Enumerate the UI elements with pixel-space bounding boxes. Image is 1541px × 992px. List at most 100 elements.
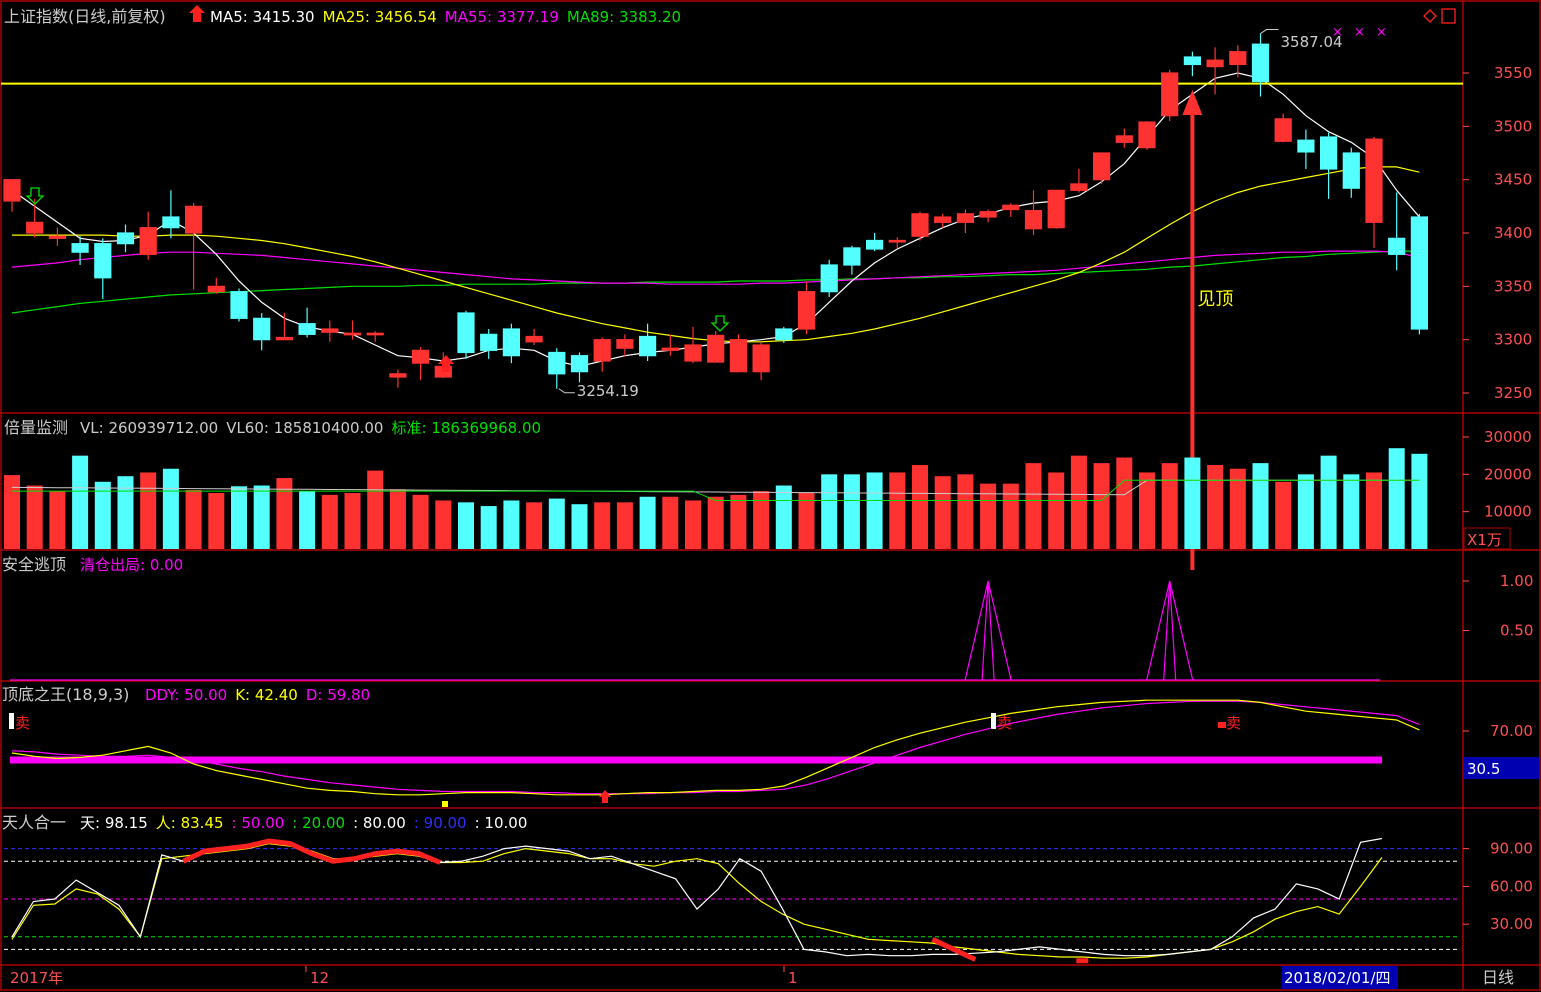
low-pointer <box>558 388 575 394</box>
window-icon[interactable] <box>1441 8 1456 24</box>
volume-tick-label: 30000 <box>1484 428 1532 446</box>
kd-panel: 卖卖卖 <box>9 699 1420 807</box>
volume-bar <box>775 485 792 549</box>
candle-body <box>888 239 906 243</box>
kd-title: 顶底之王(18,9,3) <box>2 685 129 704</box>
volume-bar <box>185 490 202 549</box>
legend-item: : 20.00 <box>292 814 345 832</box>
candle-body <box>366 332 384 336</box>
candle-body <box>457 312 475 354</box>
volume-bar <box>4 475 20 549</box>
volume-bar <box>1252 463 1269 549</box>
candle-body <box>1024 210 1043 230</box>
volume-bar <box>685 500 701 549</box>
escape-title: 安全逃顶 <box>2 555 66 574</box>
volume-legend: VL: 260939712.00 VL60: 185810400.00 标准: 18… <box>80 419 541 437</box>
price-panel: 3587.04 3254.19 见顶 <box>1 29 1463 570</box>
candle-body <box>26 221 44 234</box>
candle-body <box>207 285 225 293</box>
overbought-segment <box>182 838 442 865</box>
escape-signal-inner <box>981 580 995 681</box>
candle-body <box>1092 152 1111 181</box>
candle-body <box>570 355 589 373</box>
kd-legend: DDY: 50.00 K: 42.40 D: 59.80 <box>145 686 370 704</box>
red-up-arrow-icon <box>438 355 454 372</box>
candle-body <box>684 344 702 362</box>
kd-tick-label: 70.00 <box>1490 722 1533 740</box>
candle-body <box>162 216 180 229</box>
candle-body <box>253 317 271 341</box>
candle-body <box>1251 43 1270 83</box>
candle-body <box>707 334 725 363</box>
candle-body <box>1297 139 1315 153</box>
volume-unit-box <box>1463 527 1511 550</box>
volume-bar <box>889 472 906 549</box>
ma55-line <box>11 250 1420 285</box>
marker-x-icon-2: × <box>1354 25 1365 40</box>
candle-body <box>752 344 770 373</box>
main-title: 上证指数(日线,前复权) <box>4 7 166 26</box>
volume-bar <box>117 476 134 549</box>
volume-bar <box>1093 463 1110 549</box>
price-tick-label: 3400 <box>1494 224 1532 242</box>
sell-marker <box>1218 722 1226 728</box>
price-axis: 3550 3500 3450 3400 3350 3300 3250 <box>1463 64 1532 402</box>
legend-item: VL: 260939712.00 <box>80 419 218 437</box>
candle-body <box>94 243 112 279</box>
marker-x-icon-1: × <box>1332 25 1343 40</box>
trh-panel <box>4 837 1460 964</box>
x-label-2017: 2017年 <box>10 969 63 987</box>
candle-body <box>843 247 861 266</box>
volume-bar <box>344 493 361 549</box>
volume-bar <box>1275 481 1292 549</box>
volume-bar <box>26 485 43 549</box>
volume-bar <box>503 500 520 549</box>
period-label[interactable]: 日线 <box>1482 968 1514 987</box>
sell-marker <box>991 713 996 729</box>
volume-bar <box>1116 457 1133 549</box>
legend-item: MA55: 3377.19 <box>445 8 559 26</box>
volume-bar <box>72 455 89 549</box>
legend-item: MA25: 3456.54 <box>323 8 437 26</box>
escape-panel <box>10 580 1380 681</box>
low-annotation: 3254.19 <box>577 382 639 400</box>
candle-body <box>343 332 362 336</box>
legend-item: MA89: 3383.20 <box>567 8 681 26</box>
legend-item: 天: 98.15 <box>80 814 148 832</box>
volume-bar <box>299 491 316 549</box>
candle-body <box>865 239 884 250</box>
candle-body <box>71 243 89 253</box>
candle-body <box>593 339 611 362</box>
candle-body <box>1229 51 1247 66</box>
candle-body <box>979 211 997 218</box>
candle-body <box>480 333 498 351</box>
volume-bar <box>276 478 293 549</box>
legend-item: DDY: 50.00 <box>145 686 227 704</box>
red-up-arrow-icon <box>189 5 205 22</box>
volume-bar <box>480 506 497 549</box>
volume-bar <box>616 502 633 549</box>
legend-item: : 80.00 <box>353 814 406 832</box>
candle-body <box>934 216 952 223</box>
candle-body <box>230 291 248 319</box>
price-tick-label: 3250 <box>1494 384 1532 402</box>
candle-body <box>275 336 293 341</box>
legend-item: : 10.00 <box>475 814 528 832</box>
escape-tick-label: 0.50 <box>1500 622 1533 640</box>
candle-body <box>797 291 816 330</box>
trh-tick-label: 60.00 <box>1490 877 1533 895</box>
price-tick-label: 3350 <box>1494 277 1532 295</box>
volume-bar <box>412 494 429 549</box>
volume-bar <box>458 502 474 549</box>
volume-bar <box>321 494 338 549</box>
x-label-1: 1 <box>788 969 798 987</box>
volume-bar <box>1070 455 1087 549</box>
diamond-icon[interactable] <box>1423 9 1437 23</box>
kd-current-box <box>1464 757 1539 779</box>
k-line <box>11 699 1420 796</box>
legend-item: : 50.00 <box>232 814 285 832</box>
trh-legend: 天: 98.15 人: 83.45: 50.00: 20.00: 80.00: 9… <box>80 814 527 832</box>
volume-bar <box>662 496 679 549</box>
candle-body <box>48 235 67 239</box>
